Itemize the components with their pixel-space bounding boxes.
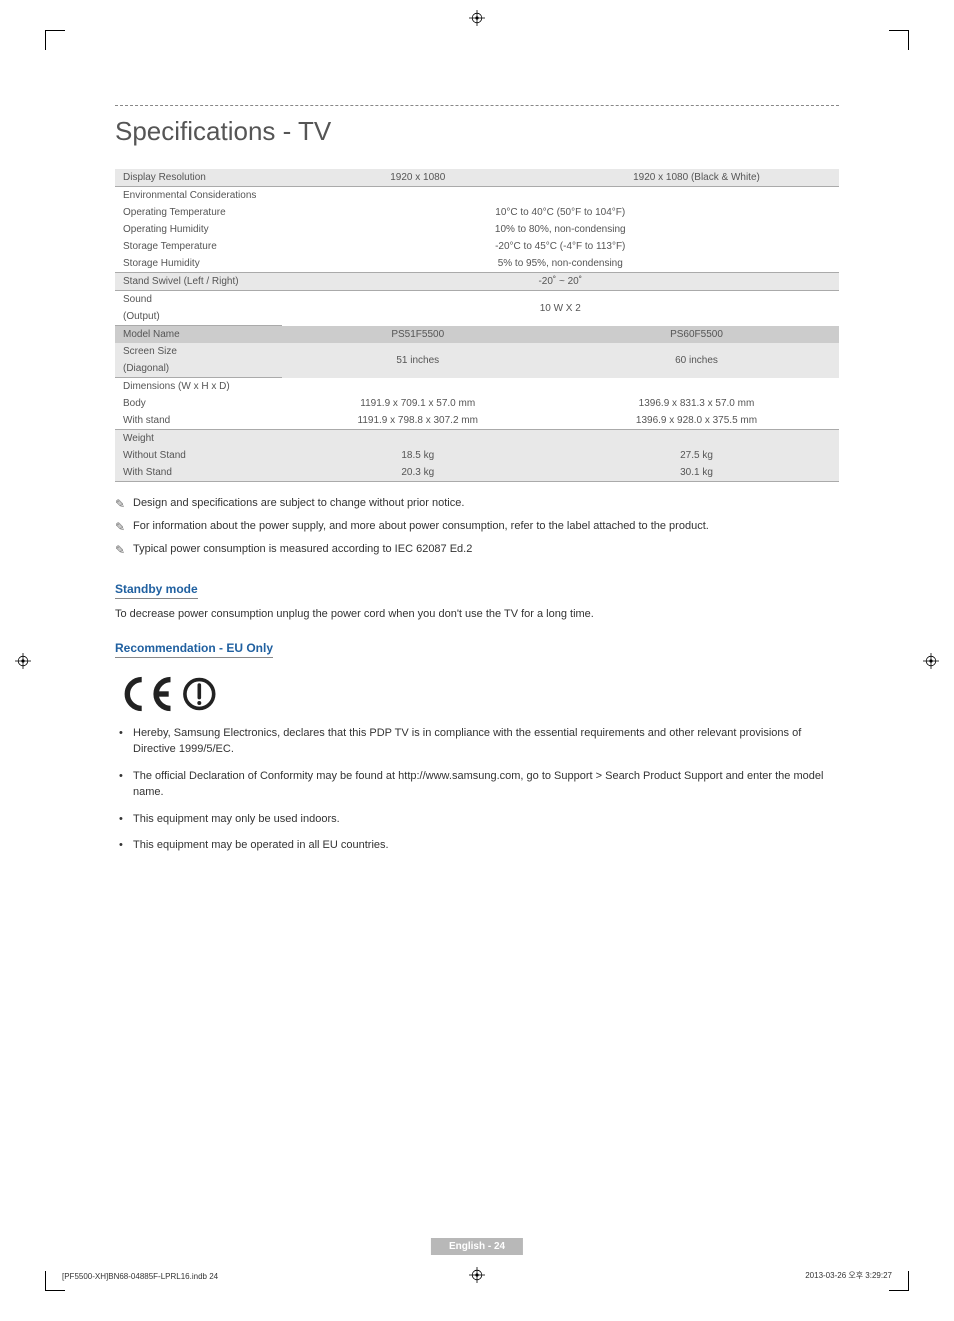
bullet-item: • The official Declaration of Conformity… (119, 768, 839, 801)
row-weight-header: Weight (115, 430, 839, 448)
cell-value: 10 W X 2 (282, 291, 839, 326)
spec-table: Display Resolution 1920 x 1080 1920 x 10… (115, 169, 839, 482)
bullet-icon: • (119, 725, 133, 758)
registration-mark-right (923, 653, 939, 669)
row-model-header: Model Name PS51F5500 PS60F5500 (115, 326, 839, 344)
standby-text: To decrease power consumption unplug the… (115, 607, 839, 622)
registration-mark-bottom (469, 1267, 485, 1283)
note-icon: ✎ (115, 496, 133, 513)
cell-value: 18.5 kg (282, 447, 554, 464)
row-op-hum: Operating Humidity 10% to 80%, non-conde… (115, 221, 839, 238)
row-weight-with: With Stand 20.3 kg 30.1 kg (115, 464, 839, 482)
cell-label: Display Resolution (115, 169, 282, 187)
note-text: Typical power consumption is measured ac… (133, 542, 472, 559)
row-swivel: Stand Swivel (Left / Right) -20˚ ~ 20˚ (115, 273, 839, 291)
cell-value: -20˚ ~ 20˚ (282, 273, 839, 291)
row-dims-body: Body 1191.9 x 709.1 x 57.0 mm 1396.9 x 8… (115, 395, 839, 412)
cell-value: 10°C to 40°C (50°F to 104°F) (282, 204, 839, 221)
row-op-temp: Operating Temperature 10°C to 40°C (50°F… (115, 204, 839, 221)
cell-value: 30.1 kg (554, 464, 839, 482)
cell-label: Screen Size (115, 343, 282, 360)
row-st-hum: Storage Humidity 5% to 95%, non-condensi… (115, 255, 839, 273)
cell-value: PS60F5500 (554, 326, 839, 344)
cell-value: 1396.9 x 831.3 x 57.0 mm (554, 395, 839, 412)
crop-mark-tr (889, 30, 909, 50)
crop-mark-tl (45, 30, 65, 50)
bullet-icon: • (119, 811, 133, 828)
row-dims-header: Dimensions (W x H x D) (115, 378, 839, 396)
recommendation-list: • Hereby, Samsung Electronics, declares … (115, 725, 839, 854)
cell-value: 1191.9 x 709.1 x 57.0 mm (282, 395, 554, 412)
page-content: Specifications - TV Display Resolution 1… (115, 105, 839, 864)
note-icon: ✎ (115, 542, 133, 559)
cell-label: Storage Temperature (115, 238, 282, 255)
cell-label: (Output) (115, 308, 282, 326)
cell-value: 51 inches (282, 343, 554, 378)
bullet-icon: • (119, 837, 133, 854)
row-display-resolution: Display Resolution 1920 x 1080 1920 x 10… (115, 169, 839, 187)
ce-mark-icon (115, 676, 839, 717)
cell-value: 10% to 80%, non-condensing (282, 221, 839, 238)
row-dims-stand: With stand 1191.9 x 798.8 x 307.2 mm 139… (115, 412, 839, 430)
bullet-item: • This equipment may be operated in all … (119, 837, 839, 854)
notes-section: ✎ Design and specifications are subject … (115, 496, 839, 558)
cell-value: 1396.9 x 928.0 x 375.5 mm (554, 412, 839, 430)
bullet-text: Hereby, Samsung Electronics, declares th… (133, 725, 839, 758)
note-item: ✎ Typical power consumption is measured … (115, 542, 839, 559)
crop-mark-br (889, 1271, 909, 1291)
bullet-item: • This equipment may only be used indoor… (119, 811, 839, 828)
cell-value: 1191.9 x 798.8 x 307.2 mm (282, 412, 554, 430)
page-title: Specifications - TV (115, 116, 839, 147)
row-st-temp: Storage Temperature -20°C to 45°C (-4°F … (115, 238, 839, 255)
bullet-icon: • (119, 768, 133, 801)
cell-label: Weight (115, 430, 282, 448)
cell-value: 60 inches (554, 343, 839, 378)
row-weight-without: Without Stand 18.5 kg 27.5 kg (115, 447, 839, 464)
cell-value: 20.3 kg (282, 464, 554, 482)
cell-label: With Stand (115, 464, 282, 482)
note-text: Design and specifications are subject to… (133, 496, 464, 513)
cell-value: -20°C to 45°C (-4°F to 113°F) (282, 238, 839, 255)
note-text: For information about the power supply, … (133, 519, 709, 536)
recommendation-header: Recommendation - EU Only (115, 641, 273, 658)
note-item: ✎ For information about the power supply… (115, 519, 839, 536)
cell-value: PS51F5500 (282, 326, 554, 344)
title-divider (115, 105, 839, 106)
note-item: ✎ Design and specifications are subject … (115, 496, 839, 513)
row-env-header: Environmental Considerations (115, 187, 839, 205)
cell-label: Dimensions (W x H x D) (115, 378, 282, 396)
registration-mark-left (15, 653, 31, 669)
bullet-item: • Hereby, Samsung Electronics, declares … (119, 725, 839, 758)
registration-mark-top (469, 10, 485, 26)
standby-header: Standby mode (115, 582, 198, 599)
cell-label: Without Stand (115, 447, 282, 464)
cell-label: Operating Temperature (115, 204, 282, 221)
cell-label: With stand (115, 412, 282, 430)
cell-label: Sound (115, 291, 282, 309)
page-footer-lang: English - 24 (431, 1238, 523, 1255)
cell-label: Storage Humidity (115, 255, 282, 273)
cell-value: 1920 x 1080 (Black & White) (554, 169, 839, 187)
cell-value: 27.5 kg (554, 447, 839, 464)
row-sound-1: Sound 10 W X 2 (115, 291, 839, 309)
bullet-text: The official Declaration of Conformity m… (133, 768, 839, 801)
cell-label: Environmental Considerations (115, 187, 282, 205)
cell-value: 1920 x 1080 (282, 169, 554, 187)
bullet-text: This equipment may be operated in all EU… (133, 837, 389, 854)
cell-label: Model Name (115, 326, 282, 344)
row-screen-1: Screen Size 51 inches 60 inches (115, 343, 839, 360)
footer-left: [PF5500-XH]BN68-04885F-LPRL16.indb 24 (62, 1272, 218, 1281)
cell-label: (Diagonal) (115, 360, 282, 378)
note-icon: ✎ (115, 519, 133, 536)
cell-label: Stand Swivel (Left / Right) (115, 273, 282, 291)
bullet-text: This equipment may only be used indoors. (133, 811, 340, 828)
cell-label: Body (115, 395, 282, 412)
cell-value: 5% to 95%, non-condensing (282, 255, 839, 273)
cell-label: Operating Humidity (115, 221, 282, 238)
footer-right: 2013-03-26 오후 3:29:27 (805, 1270, 892, 1281)
